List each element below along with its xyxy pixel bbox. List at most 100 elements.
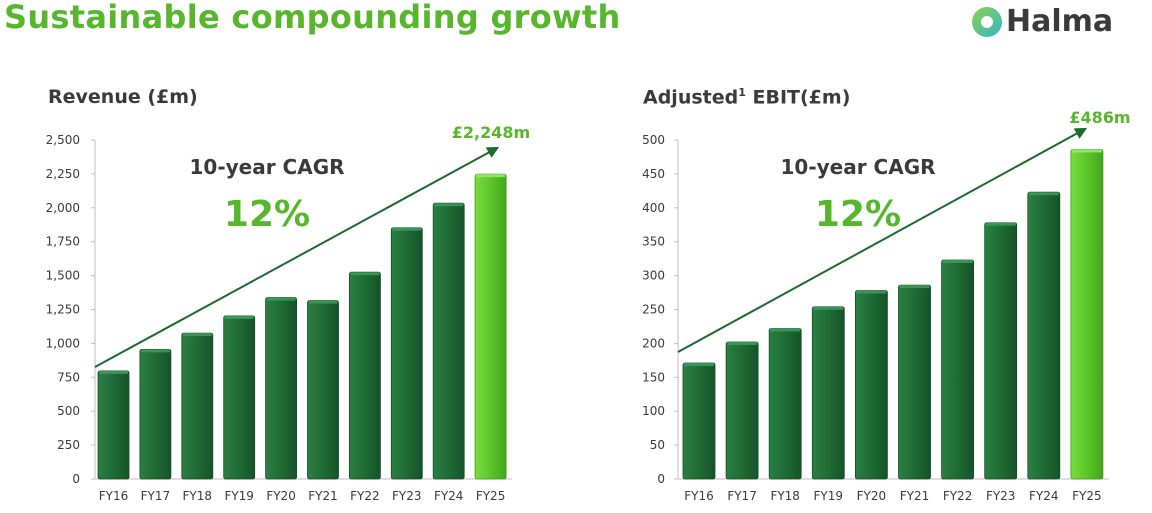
ebit-bar-cap: [684, 363, 714, 367]
ebit-y-tick-label: 0: [657, 472, 665, 486]
ebit-y-tick-label: 300: [642, 269, 665, 283]
ebit-bar-fy23: [984, 222, 1018, 480]
ebit-x-tick-label: FY20: [857, 489, 887, 503]
ebit-bar-cap: [1028, 192, 1059, 196]
ebit-y-tick-label: 150: [642, 370, 665, 384]
revenue-bar-fy25: [474, 173, 507, 480]
revenue-y-tick-label: 1,250: [46, 303, 80, 317]
revenue-bar-fy24: [432, 202, 465, 480]
ebit-y-tick-label: 100: [642, 404, 665, 418]
ebit-bar-fy17: [725, 341, 759, 480]
ebit-bar-fy21: [898, 284, 931, 480]
ebit-bar-cap: [727, 342, 758, 346]
revenue-x-tick-label: FY17: [141, 489, 171, 503]
ebit-bar-cap: [942, 260, 973, 264]
revenue-bar-cap: [266, 297, 296, 301]
revenue-trend-arrow: [94, 146, 500, 368]
revenue-bar-cap: [99, 370, 128, 374]
revenue-bar-cap: [350, 272, 380, 276]
revenue-y-tick-label: 750: [57, 370, 80, 384]
revenue-y-tick-label: 2,500: [46, 133, 80, 147]
revenue-cagr-label: 10-year CAGR: [189, 155, 344, 179]
ebit-x-tick-label: FY17: [727, 489, 757, 503]
revenue-x-tick-label: FY23: [392, 489, 422, 503]
ebit-title-main: Adjusted: [643, 86, 739, 109]
revenue-x-tick-label: FY20: [266, 489, 296, 503]
revenue-x-tick-label: FY22: [350, 489, 380, 503]
ebit-cagr-label: 10-year CAGR: [780, 155, 935, 179]
revenue-x-tick-label: FY16: [99, 489, 129, 503]
ebit-bar-cap: [985, 222, 1016, 226]
ebit-title-footnote: 1: [738, 86, 746, 99]
ebit-y-tick-label: 350: [642, 235, 665, 249]
revenue-bar-fy16: [97, 370, 130, 480]
ebit-bar-cap: [856, 290, 887, 294]
ebit-bar-fy20: [855, 290, 888, 480]
revenue-x-tick-label: FY24: [434, 489, 464, 503]
halma-logo-icon: [972, 6, 1002, 37]
ebit-bar-cap: [899, 285, 930, 289]
ebit-y-tick-label: 450: [642, 167, 665, 181]
ebit-x-tick-label: FY23: [986, 489, 1016, 503]
revenue-final-value-label: £2,248m: [452, 123, 530, 142]
ebit-bar-fy19: [811, 306, 845, 480]
revenue-chart: 0 250 500 750 1,000 1,250 1,500 1,750 2,000 2,250…: [46, 123, 531, 503]
revenue-bar-fy22: [348, 271, 381, 480]
ebit-final-value-label: £486m: [1069, 108, 1130, 127]
ebit-bar-fy16: [682, 362, 716, 480]
revenue-bar-fy20: [265, 297, 298, 480]
ebit-cagr-value: 12%: [815, 194, 901, 235]
revenue-y-tick-label: 2,250: [46, 167, 80, 181]
ebit-trend-arrow: [677, 127, 1088, 353]
revenue-bar-cap: [392, 227, 422, 231]
ebit-bar-fy18: [768, 328, 802, 480]
ebit-title-rest: EBIT(£m): [745, 86, 851, 109]
revenue-x-tick-label: FY18: [183, 489, 213, 503]
revenue-x-tick-label: FY19: [224, 489, 254, 503]
ebit-bar-fy25: [1070, 149, 1104, 480]
ebit-y-tick-label: 500: [642, 133, 665, 147]
ebit-x-tick-label: FY16: [684, 489, 714, 503]
ebit-bar-cap: [813, 306, 844, 310]
revenue-cagr-value: 12%: [224, 194, 310, 235]
logo-text: Halma: [1006, 4, 1114, 39]
ebit-chart: 0 50 100 150 200 250 300 350 400 450 500 FY16 FY17 FY…: [642, 108, 1131, 503]
page-title: Sustainable compounding growth: [4, 0, 621, 36]
ebit-x-tick-label: FY22: [943, 489, 973, 503]
ebit-y-tick-label: 250: [642, 303, 665, 317]
revenue-y-tick-label: 250: [57, 438, 80, 452]
revenue-bar-cap: [140, 349, 170, 353]
ebit-x-tick-label: FY25: [1072, 489, 1102, 503]
revenue-bar-cap: [476, 174, 506, 178]
revenue-y-tick-label: 1,500: [46, 269, 80, 283]
revenue-bar-fy18: [181, 332, 214, 480]
ebit-y-tick-label: 200: [642, 336, 665, 350]
revenue-bar-fy19: [223, 315, 256, 480]
revenue-y-tick-label: 500: [57, 404, 80, 418]
ebit-x-tick-label: FY18: [770, 489, 800, 503]
ebit-x-tick-label: FY19: [814, 489, 844, 503]
ebit-x-tick-label: FY24: [1029, 489, 1059, 503]
revenue-y-tick-label: 2,000: [46, 201, 80, 215]
ebit-chart-title: Adjusted1 EBIT(£m): [643, 86, 850, 108]
revenue-bar-cap: [434, 203, 464, 207]
revenue-bar-cap: [182, 333, 212, 337]
revenue-y-tick-label: 1,000: [46, 336, 80, 350]
revenue-bar-cap: [224, 315, 254, 319]
halma-logo: Halma: [970, 4, 1113, 39]
revenue-y-tick-label: 0: [72, 472, 80, 486]
revenue-x-tick-label: FY25: [476, 489, 506, 503]
ebit-bar-cap: [770, 328, 801, 332]
revenue-bar-fy21: [307, 300, 339, 480]
ebit-bar-cap: [1071, 149, 1102, 153]
revenue-y-tick-label: 1,750: [46, 235, 80, 249]
ebit-bar-fy22: [941, 259, 974, 480]
revenue-x-tick-label: FY21: [308, 489, 338, 503]
ebit-x-tick-label: FY21: [900, 489, 930, 503]
ebit-bar-fy24: [1027, 191, 1061, 480]
ebit-y-tick-label: 400: [642, 201, 665, 215]
revenue-chart-title: Revenue (£m): [48, 86, 198, 108]
revenue-bar-fy17: [139, 348, 172, 480]
revenue-bar-cap: [308, 300, 338, 304]
